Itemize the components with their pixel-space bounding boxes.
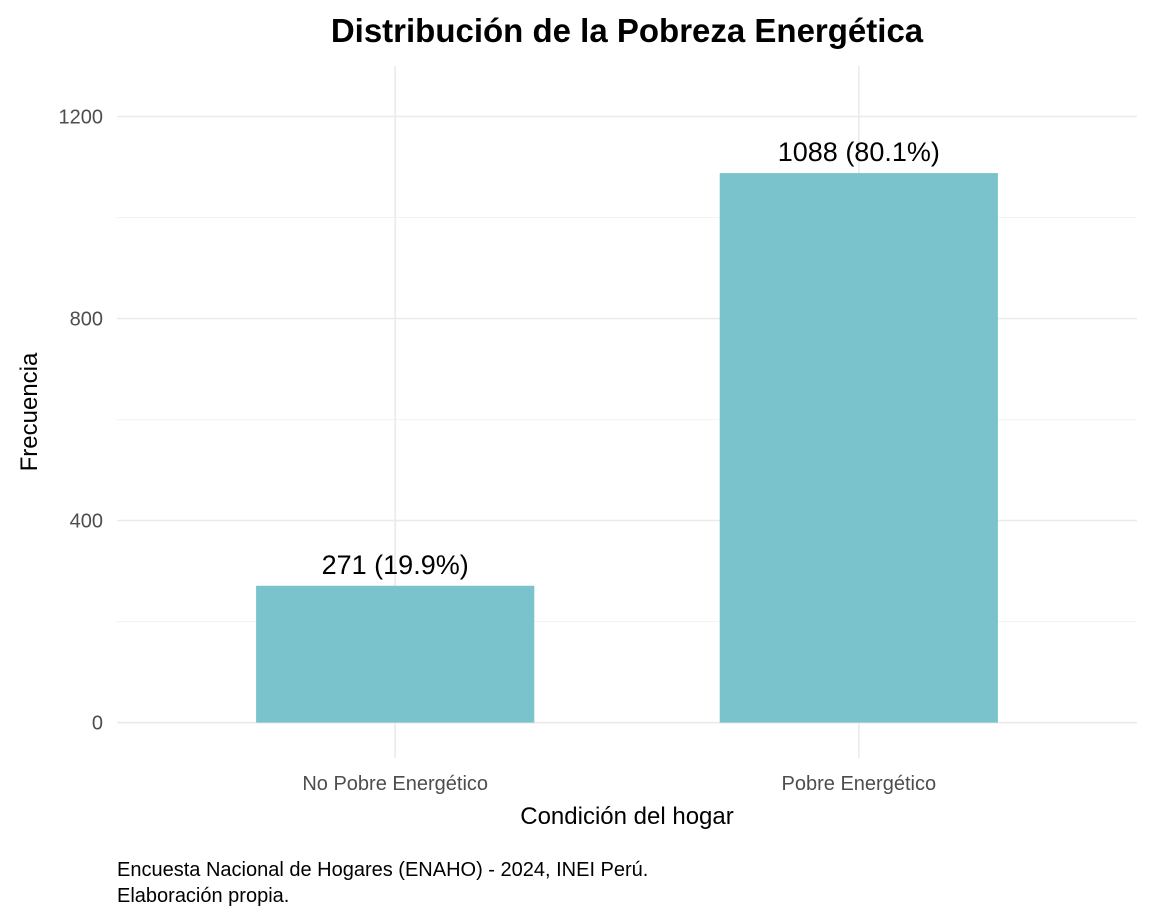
x-tick-label: No Pobre Energético [302,773,488,795]
y-tick-label: 1200 [59,107,104,129]
x-axis-ticks: No Pobre Energético Pobre Energético [302,773,936,795]
chart-title: Distribución de la Pobreza Energética [331,12,924,49]
bar [719,173,998,723]
y-axis-title: Frecuencia [16,352,43,471]
data-labels: 271 (19.9%) 1088 (80.1%) [322,137,940,580]
bar-value-label: 1088 (80.1%) [778,137,940,167]
caption-note: Elaboración propia. [117,885,289,907]
bar-value-label: 271 (19.9%) [322,550,469,580]
x-axis-title: Condición del hogar [520,803,733,830]
caption-source: Encuesta Nacional de Hogares (ENAHO) - 2… [117,859,648,881]
y-tick-label: 800 [70,309,103,331]
bars [256,173,998,723]
bar [256,585,535,723]
y-tick-label: 400 [70,511,103,533]
y-axis-ticks: 0 400 800 1200 [59,107,104,735]
y-tick-label: 0 [92,713,103,735]
x-tick-label: Pobre Energético [782,773,937,795]
